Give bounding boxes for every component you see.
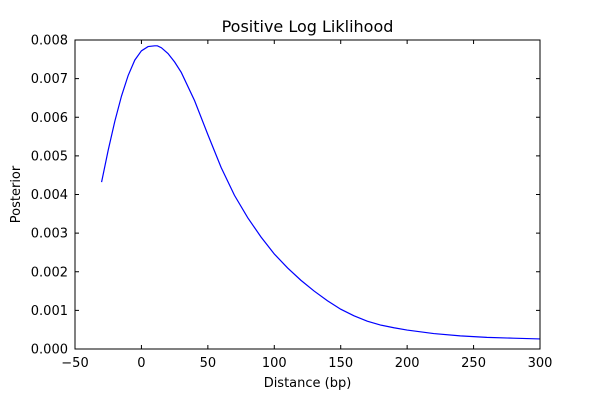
- x-tick-label: 300: [528, 356, 553, 371]
- x-tick-label: −50: [61, 356, 88, 371]
- y-tick-label: 0.008: [31, 34, 68, 49]
- x-tick-label: 150: [328, 356, 353, 371]
- x-axis-label: Distance (bp): [264, 376, 352, 391]
- y-tick-label: 0.001: [31, 304, 68, 319]
- y-tick-label: 0.002: [31, 265, 68, 280]
- series-line-0: [100, 45, 541, 340]
- x-tick-label: 50: [200, 356, 217, 371]
- x-tick-label: 0: [137, 356, 145, 371]
- y-tick-label: 0.004: [31, 188, 68, 203]
- x-tick-label: 100: [262, 356, 287, 371]
- chart-title: Positive Log Liklihood: [222, 17, 394, 36]
- y-axis-label: Posterior: [9, 165, 24, 223]
- y-tick-label: 0.000: [31, 343, 68, 358]
- ticks-layer: −50 0 50 100 150 200 250 300 0.000 0.001 0.002 0.00…: [31, 34, 553, 372]
- plot-background: [75, 40, 540, 349]
- x-tick-label: 250: [461, 356, 486, 371]
- y-tick-label: 0.007: [31, 72, 68, 87]
- y-tick-label: 0.006: [31, 111, 68, 126]
- plot-layer: [100, 45, 541, 340]
- x-tick-label: 200: [395, 356, 420, 371]
- y-tick-label: 0.005: [31, 149, 68, 164]
- y-tick-label: 0.003: [31, 227, 68, 242]
